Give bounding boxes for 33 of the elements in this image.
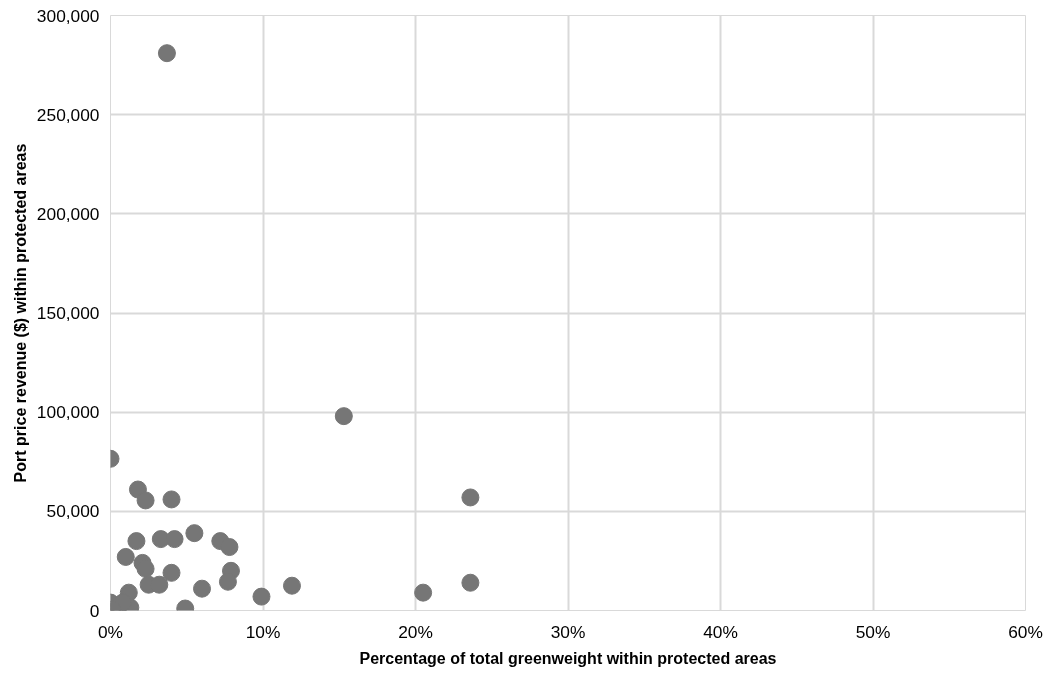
y-tick-label: 100,000 — [36, 402, 100, 423]
point — [157, 44, 176, 63]
x-tick-label: 60% — [1008, 621, 1043, 642]
x-tick-label: 20% — [398, 621, 433, 642]
y-tick-label: 150,000 — [36, 303, 100, 323]
point — [252, 587, 271, 606]
point — [218, 572, 237, 591]
x-axis-title: Percentage of total greenweight within protected areas — [359, 649, 777, 667]
point — [127, 532, 146, 551]
x-tick-label: 30% — [550, 621, 586, 642]
x-tick-label: 10% — [245, 621, 281, 642]
x-tick-label: 0% — [97, 621, 124, 642]
y-tick-label: 300,000 — [36, 5, 100, 26]
y-tick-label: 200,000 — [36, 203, 100, 224]
point — [461, 573, 480, 592]
point — [162, 490, 181, 509]
point — [461, 488, 480, 507]
point — [162, 563, 181, 582]
point — [136, 491, 155, 510]
point — [185, 524, 204, 543]
point — [334, 407, 353, 426]
x-tick-label: 40% — [703, 621, 738, 642]
y-axis-title: Port price revenue ($) within protected areas — [11, 143, 29, 483]
y-tick-label: 250,000 — [36, 104, 100, 125]
point — [116, 547, 135, 566]
y-tick-label: 50,000 — [46, 501, 100, 522]
y-tick-label: 0 — [89, 600, 100, 621]
point — [193, 579, 211, 598]
point — [414, 583, 433, 602]
point — [282, 576, 301, 595]
point — [165, 530, 184, 549]
x-tick-label: 50% — [855, 621, 891, 642]
point — [220, 538, 239, 557]
